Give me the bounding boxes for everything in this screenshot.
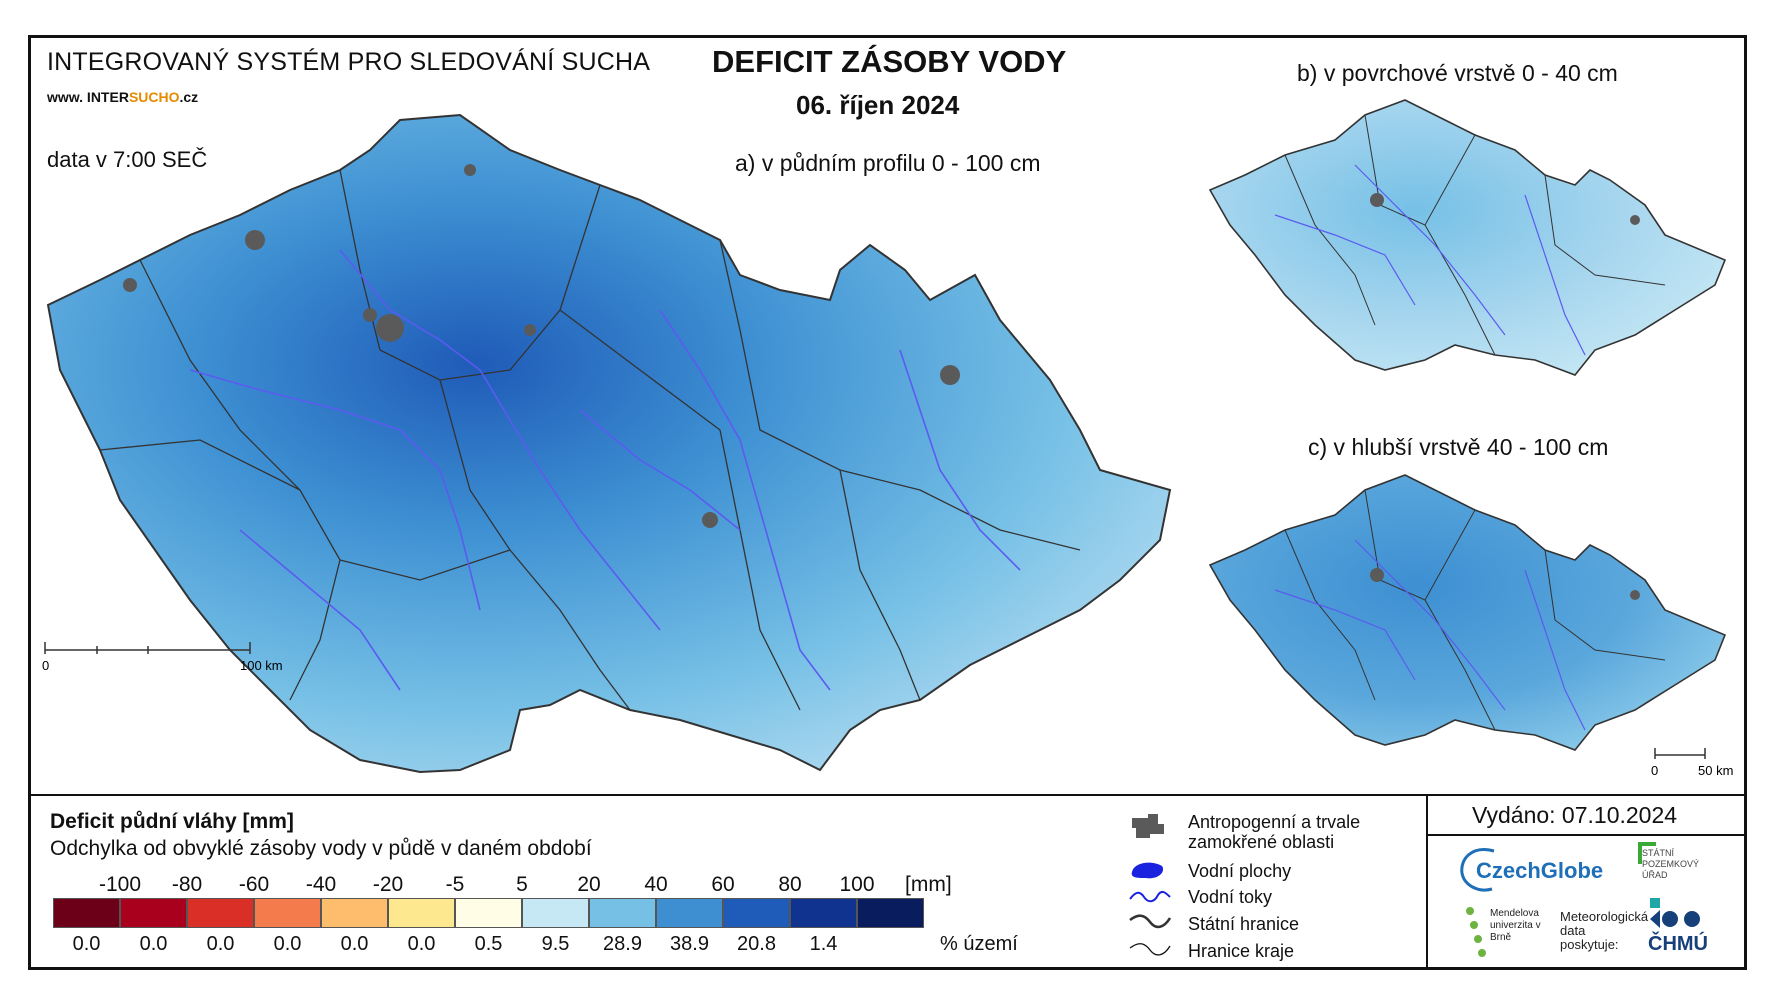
legend-state-border: Státní hranice — [1188, 914, 1300, 934]
legend-divider — [28, 794, 1747, 796]
main-date: 06. říjen 2024 — [796, 90, 960, 120]
map-b — [1208, 99, 1727, 376]
map-c-title: c) v hlubší vrstvě 40 - 100 cm — [1308, 434, 1609, 460]
legend-swatch — [723, 898, 790, 928]
legend-percentage: 20.8 — [737, 933, 776, 955]
legend-swatch — [522, 898, 589, 928]
region-border-icon — [1129, 943, 1171, 956]
legend-tick: -60 — [238, 873, 270, 896]
legend-pct-label: % území — [940, 933, 1018, 955]
legend-water-bodies: Vodní plochy — [1188, 861, 1292, 881]
chmu-logo-icon — [1650, 910, 1700, 928]
chmu-note: Meteorologická data poskytuje: — [1560, 909, 1649, 952]
legend-tick: -100 — [98, 873, 142, 896]
legend-percentage: 0.0 — [407, 933, 436, 955]
legend-subtitle: Odchylka od obvyklé zásoby vody v půdě v… — [50, 837, 592, 860]
legend-swatch — [120, 898, 187, 928]
mendel-logo: Mendelova univerzita v Brně — [1490, 908, 1541, 943]
river-icon — [1129, 890, 1171, 903]
legend-tick: 40 — [644, 873, 668, 896]
map-a: 0 100 km — [42, 113, 1172, 774]
legend-title: Deficit půdní vláhy [mm] — [50, 810, 294, 833]
data-time: data v 7:00 SEČ — [47, 147, 208, 172]
legend-percentage: 0.0 — [72, 933, 101, 955]
legend-tick: 60 — [711, 873, 735, 896]
mendel-dots-icon — [1466, 907, 1486, 957]
scale-bc-start: 0 — [1651, 763, 1658, 778]
legend-percentage: 28.9 — [603, 933, 642, 955]
legend-swatch — [790, 898, 857, 928]
legend-tick: 100 — [839, 873, 875, 896]
issued-date: Vydáno: 07.10.2024 — [1472, 802, 1678, 828]
czech-outline-b — [1208, 99, 1727, 376]
legend-percentage: 9.5 — [541, 933, 570, 955]
legend-tick: 80 — [778, 873, 802, 896]
legend-swatch — [321, 898, 388, 928]
czechglobe-logo-icon — [1460, 848, 1495, 892]
legend-percentage: 0.0 — [273, 933, 302, 955]
czechglobe-logo: CzechGlobe — [1476, 858, 1604, 883]
czech-outline-c — [1208, 474, 1727, 751]
map-c: 0 50 km — [1208, 474, 1733, 778]
legend-urban: Antropogenní a trvale zamokřené oblasti — [1188, 812, 1361, 852]
legend-tick: -40 — [305, 873, 337, 896]
scalebar-bc: 0 50 km — [1651, 748, 1733, 778]
state-border-icon — [1129, 914, 1172, 929]
legend-percentage: 0.0 — [139, 933, 168, 955]
map-frame — [28, 35, 1747, 970]
map-b-title: b) v povrchové vrstvě 0 - 40 cm — [1297, 60, 1618, 86]
scalebar-a: 0 100 km — [42, 642, 283, 673]
legend-swatch — [254, 898, 321, 928]
spu-logo-icon — [1638, 842, 1660, 908]
scale-bc-end: 50 km — [1698, 763, 1733, 778]
map-a-title: a) v půdním profilu 0 - 100 cm — [735, 150, 1041, 176]
spu-logo: STÁTNÍ POZEMKOVÝ ÚŘAD — [1642, 848, 1700, 880]
legend-swatch — [656, 898, 723, 928]
system-title: INTEGROVANÝ SYSTÉM PRO SLEDOVÁNÍ SUCHA — [47, 48, 651, 76]
legend-rivers: Vodní toky — [1188, 887, 1273, 907]
legend-percentage: 0.0 — [206, 933, 235, 955]
legend-tick: -20 — [372, 873, 404, 896]
urban-areas-a — [123, 164, 960, 528]
legend-tick: 20 — [577, 873, 601, 896]
legend-tick: -5 — [445, 873, 465, 896]
region-borders-a — [99, 169, 1081, 711]
legend-percentage: 38.9 — [670, 933, 709, 955]
legend-percentage: 0.5 — [474, 933, 503, 955]
scale-a-start: 0 — [42, 658, 49, 673]
issued-divider — [1427, 834, 1747, 836]
chmu-logo: ČHMÚ — [1648, 933, 1708, 955]
rivers-a — [189, 249, 1021, 691]
legend-swatch — [53, 898, 120, 928]
legend-swatch — [589, 898, 656, 928]
legend-percentage: 0.0 — [340, 933, 369, 955]
legend-region-border: Hranice kraje — [1188, 941, 1295, 961]
water-body-icon — [1131, 862, 1164, 879]
legend-swatch — [857, 898, 924, 928]
footer-divider — [1426, 794, 1428, 970]
urban-area-icon — [1132, 814, 1164, 838]
legend-swatch — [187, 898, 254, 928]
legend-swatch — [388, 898, 455, 928]
legend-swatch — [455, 898, 522, 928]
legend-tick: 5 — [516, 873, 528, 896]
legend-tick: -80 — [171, 873, 203, 896]
czech-outline-a — [46, 113, 1172, 774]
main-title: DEFICIT ZÁSOBY VODY — [712, 44, 1067, 79]
website-link[interactable]: www. INTERSUCHO.cz — [47, 89, 199, 105]
scale-a-end: 100 km — [240, 658, 283, 673]
legend-percentage: 1.4 — [809, 933, 838, 955]
legend-unit: [mm] — [905, 873, 952, 896]
